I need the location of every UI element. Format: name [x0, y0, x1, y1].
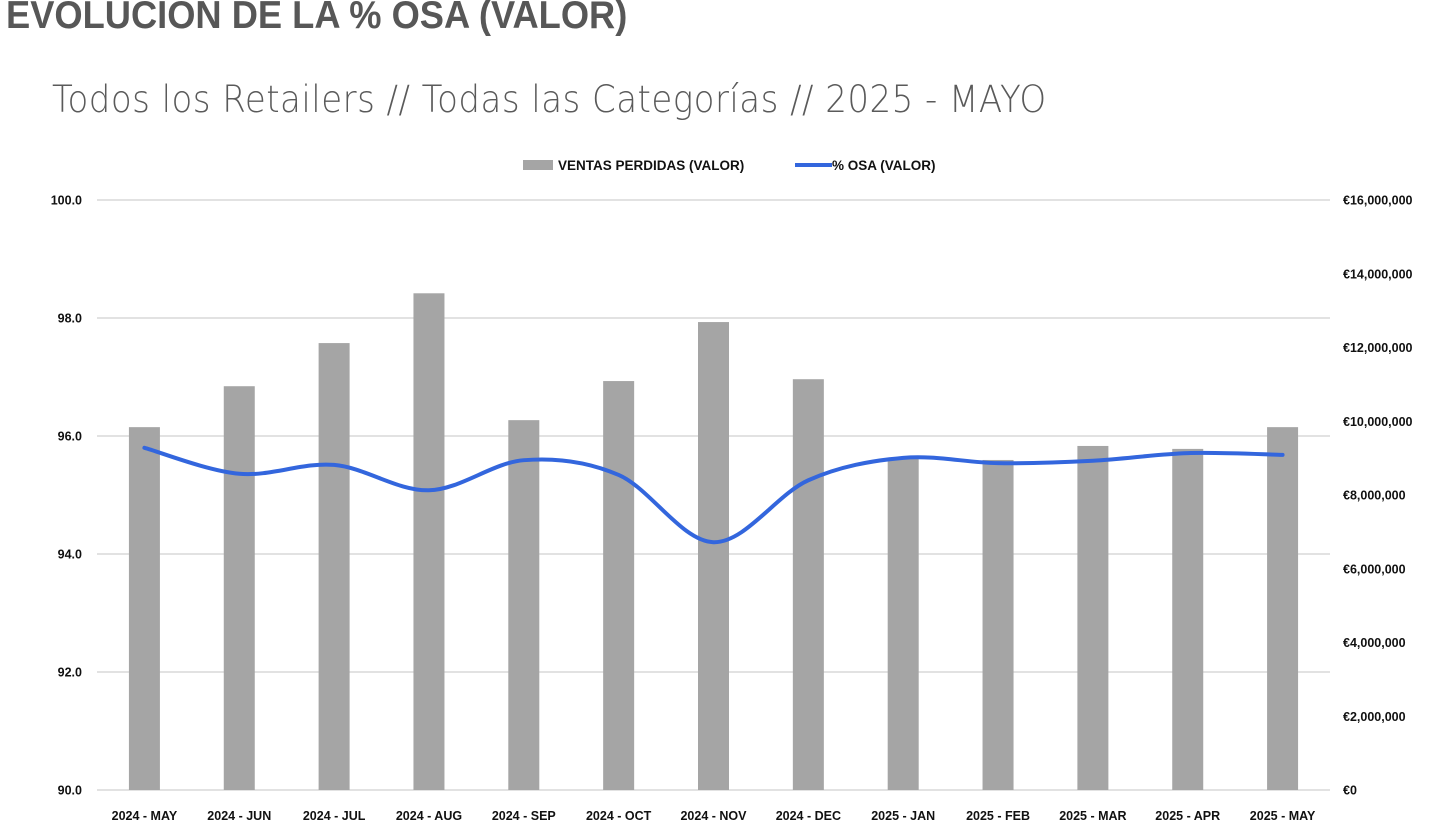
x-axis-tick-label: 2025 - APR	[1155, 809, 1220, 823]
bar	[792, 379, 824, 790]
x-axis-tick-label: 2025 - JAN	[871, 809, 935, 823]
right-axis-tick-label: €6,000,000	[1343, 562, 1406, 576]
x-axis-tick-label: 2024 - SEP	[492, 809, 556, 823]
x-axis-tick-label: 2024 - AUG	[396, 809, 462, 823]
right-axis-tick-label: €4,000,000	[1343, 636, 1406, 650]
line-series	[142, 445, 1285, 545]
legend-label-line: % OSA (VALOR)	[832, 158, 936, 173]
legend-label-bar: VENTAS PERDIDAS (VALOR)	[558, 158, 744, 173]
left-axis-tick-label: 98.0	[58, 312, 82, 326]
right-axis-tick-label: €14,000,000	[1343, 267, 1413, 281]
bar-series	[128, 293, 1299, 790]
x-axis-tick-label: 2024 - OCT	[586, 809, 652, 823]
right-axis-ticks: €0 €2,000,000 €4,000,000 €6,000,000 €8,000,0…	[1343, 194, 1413, 798]
right-axis-tick-label: €0	[1343, 784, 1357, 798]
x-axis-ticks: 2024 - MAY 2024 - JUN 2024 - JUL 2024 - AUG…	[112, 809, 1316, 823]
left-axis-tick-label: 100.0	[51, 194, 82, 208]
left-axis-tick-label: 90.0	[58, 784, 82, 798]
x-axis-tick-label: 2025 - MAR	[1059, 809, 1126, 823]
right-axis-tick-label: €12,000,000	[1343, 341, 1413, 355]
right-axis-tick-label: €8,000,000	[1343, 489, 1406, 503]
x-axis-tick-label: 2024 - DEC	[776, 809, 841, 823]
bar	[413, 293, 445, 790]
bar	[223, 386, 255, 790]
bar	[1077, 445, 1109, 790]
bar	[508, 420, 540, 790]
left-axis-tick-label: 94.0	[58, 548, 82, 562]
bar	[982, 459, 1014, 790]
right-axis-tick-label: €2,000,000	[1343, 710, 1406, 724]
legend-swatch-bar	[523, 160, 553, 170]
left-axis-tick-label: 92.0	[58, 666, 82, 680]
page-subtitle: Todos los Retailers // Todas las Categor…	[52, 78, 1047, 121]
x-axis-tick-label: 2024 - JUN	[207, 809, 271, 823]
left-axis-tick-label: 96.0	[58, 430, 82, 444]
bar	[887, 458, 919, 790]
bar	[603, 381, 635, 790]
legend: VENTAS PERDIDAS (VALOR) % OSA (VALOR)	[523, 158, 936, 173]
x-axis-tick-label: 2025 - FEB	[966, 809, 1030, 823]
bar	[1267, 427, 1299, 790]
x-axis-tick-label: 2024 - MAY	[112, 809, 178, 823]
x-axis-tick-label: 2024 - NOV	[680, 809, 747, 823]
page-title: EVOLUCIÓN DE LA % OSA (VALOR)	[6, 0, 628, 37]
bar	[698, 322, 729, 790]
bar	[1172, 448, 1204, 790]
bar	[318, 343, 350, 790]
bar	[128, 427, 160, 790]
x-axis-tick-label: 2024 - JUL	[303, 809, 366, 823]
left-axis-ticks: 90.0 92.0 94.0 96.0 98.0 100.0	[51, 194, 82, 798]
right-axis-tick-label: €10,000,000	[1343, 415, 1413, 429]
right-axis-tick-label: €16,000,000	[1343, 194, 1413, 208]
x-axis-tick-label: 2025 - MAY	[1250, 809, 1316, 823]
